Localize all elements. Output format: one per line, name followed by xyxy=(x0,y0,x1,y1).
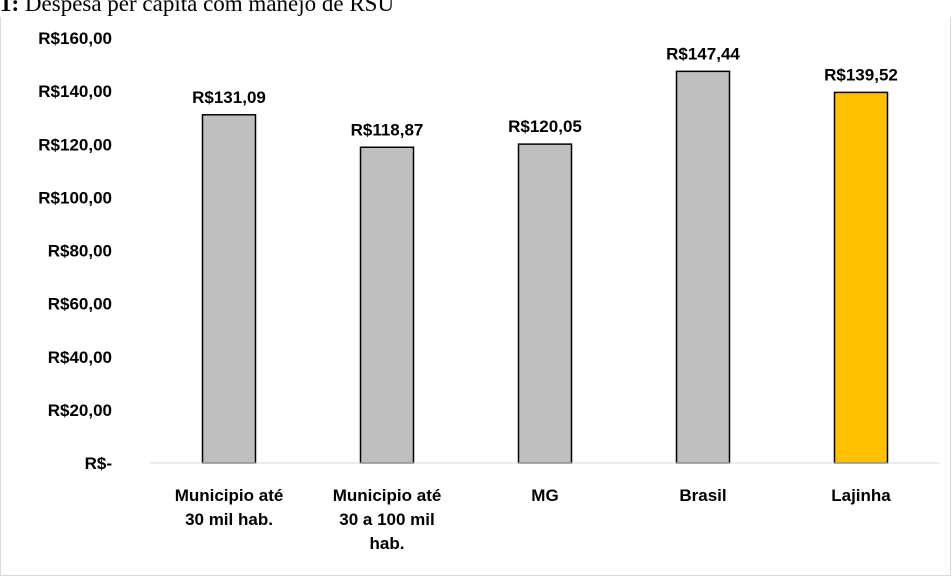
bar xyxy=(833,91,889,464)
x-tick-label: Brasil xyxy=(679,486,726,505)
data-label: R$147,44 xyxy=(666,44,740,63)
x-tick-label: Municipio até xyxy=(333,486,442,505)
y-tick-label: R$60,00 xyxy=(48,295,112,314)
y-tick-label: R$160,00 xyxy=(38,29,112,48)
bar xyxy=(675,70,731,464)
x-tick-label: Municipio até xyxy=(175,486,284,505)
chart-frame xyxy=(0,17,951,576)
bar xyxy=(359,146,415,464)
data-label: R$118,87 xyxy=(351,120,424,139)
y-tick-label: R$140,00 xyxy=(38,82,112,101)
y-tick-label: R$20,00 xyxy=(48,401,112,420)
x-tick-label: 30 mil hab. xyxy=(185,510,273,529)
x-tick-label: Lajinha xyxy=(831,486,891,505)
x-tick-label: MG xyxy=(531,486,558,505)
data-label: R$120,05 xyxy=(508,117,582,136)
y-tick-label: R$- xyxy=(85,454,112,473)
caption-text: Despesa per capita com manejo de RSU xyxy=(24,0,395,16)
y-tick-label: R$120,00 xyxy=(38,135,112,154)
bar xyxy=(517,143,573,464)
x-tick-label: 30 a 100 mil xyxy=(339,510,434,529)
data-label: R$139,52 xyxy=(824,65,898,84)
data-label: R$131,09 xyxy=(192,88,266,107)
caption-prefix: 1: xyxy=(0,0,20,16)
y-tick-label: R$80,00 xyxy=(48,242,112,261)
y-tick-label: R$100,00 xyxy=(38,188,112,207)
figure-caption: 1: Despesa per capita com manejo de RSU xyxy=(0,0,952,17)
y-tick-label: R$40,00 xyxy=(48,348,112,367)
bar xyxy=(201,114,257,464)
x-tick-label: hab. xyxy=(370,534,405,553)
